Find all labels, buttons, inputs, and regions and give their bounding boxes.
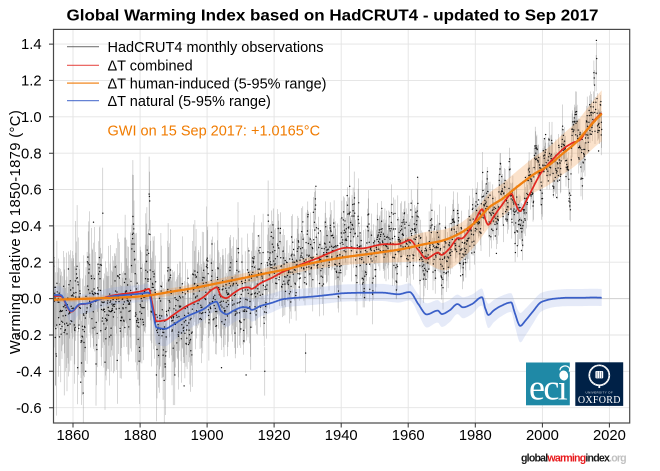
svg-text:-0.6: -0.6	[16, 401, 42, 417]
svg-text:1920: 1920	[258, 428, 291, 444]
svg-text:OXFORD: OXFORD	[578, 395, 621, 406]
svg-text:Global Warming Index based on: Global Warming Index based on HadCRUT4 -…	[67, 8, 599, 25]
svg-text:0.6: 0.6	[21, 183, 42, 199]
svg-text:ΔT combined: ΔT combined	[108, 59, 193, 75]
svg-text:2020: 2020	[593, 428, 626, 444]
svg-text:2000: 2000	[526, 428, 559, 444]
svg-text:-0.2: -0.2	[16, 328, 42, 344]
svg-text:1980: 1980	[459, 428, 492, 444]
svg-text:1860: 1860	[57, 428, 90, 444]
svg-text:0.0: 0.0	[21, 292, 42, 308]
svg-text:UNIVERSITY OF: UNIVERSITY OF	[586, 391, 614, 395]
svg-text:1.0: 1.0	[21, 110, 42, 126]
svg-text:-0.4: -0.4	[16, 364, 42, 380]
svg-text:ΔT natural (5-95% range): ΔT natural (5-95% range)	[108, 94, 271, 110]
svg-text:HadCRUT4 monthly observations: HadCRUT4 monthly observations	[108, 40, 324, 56]
svg-text:1.4: 1.4	[21, 37, 42, 53]
svg-text:1940: 1940	[325, 428, 358, 444]
svg-text:1880: 1880	[124, 428, 157, 444]
svg-text:ΔT human-induced (5-95% range): ΔT human-induced (5-95% range)	[108, 76, 327, 92]
svg-text:GWI on 15 Sep 2017: +1.0165°C: GWI on 15 Sep 2017: +1.0165°C	[108, 124, 321, 140]
svg-text:0.4: 0.4	[21, 219, 42, 235]
svg-text:0.2: 0.2	[21, 255, 42, 271]
svg-text:1960: 1960	[392, 428, 425, 444]
svg-text:globalwarmingindex.org: globalwarmingindex.org	[521, 453, 626, 465]
svg-text:Warming relative to 1850-1879: Warming relative to 1850-1879 (°C)	[8, 110, 24, 354]
svg-text:0.8: 0.8	[21, 146, 42, 162]
svg-text:1900: 1900	[191, 428, 224, 444]
svg-text:1.2: 1.2	[21, 74, 42, 90]
